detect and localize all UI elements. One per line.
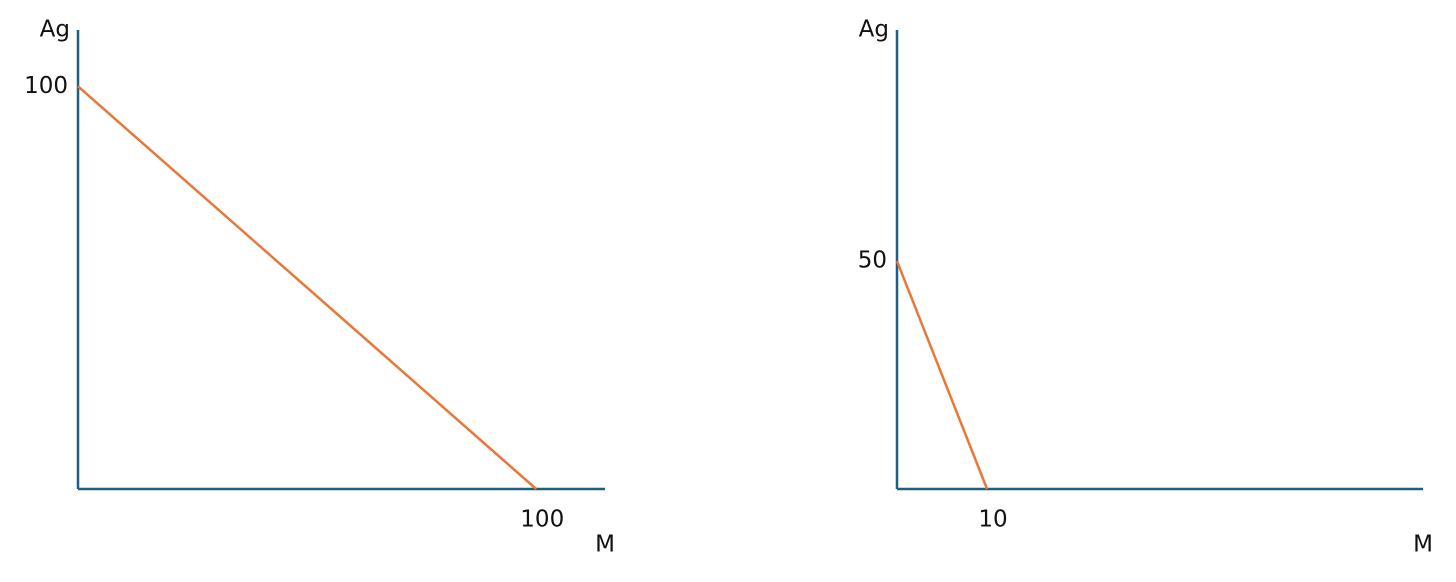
y-axis-label: Ag xyxy=(40,17,70,43)
x-tick-label: 100 xyxy=(520,507,564,533)
line xyxy=(895,260,989,490)
y-tick-label: 50 xyxy=(858,248,887,274)
x-axis-label: M xyxy=(595,532,615,558)
y-axis-label: Ag xyxy=(859,17,889,43)
line xyxy=(77,85,538,490)
x-tick-label: 10 xyxy=(978,507,1007,533)
x-axis-label: M xyxy=(1413,532,1433,558)
y-tick-label: 100 xyxy=(24,73,68,99)
